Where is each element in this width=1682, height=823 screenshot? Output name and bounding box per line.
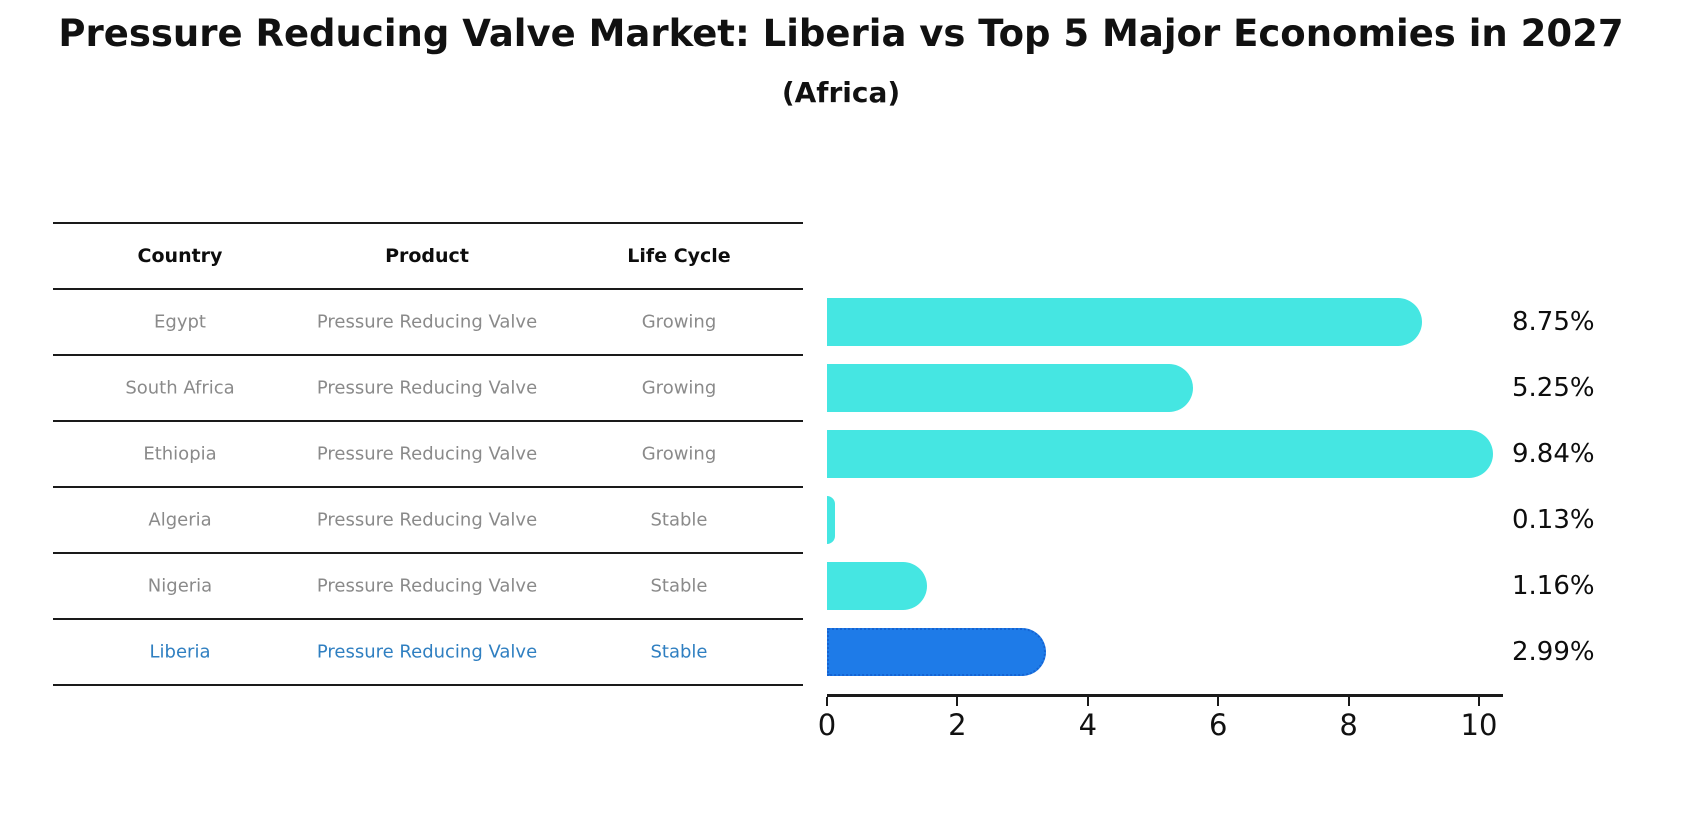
x-axis-tick-label: 6 — [1208, 708, 1228, 742]
bar-nigeria — [827, 562, 927, 610]
cell-product-algeria: Pressure Reducing Valve — [316, 509, 538, 531]
bar-ethiopia — [827, 430, 1493, 478]
x-axis-tick — [826, 697, 828, 706]
cell-product-south-africa: Pressure Reducing Valve — [316, 377, 538, 399]
cell-country-liberia: Liberia — [149, 641, 211, 663]
x-axis-tick — [956, 697, 959, 706]
cell-country-algeria: Algeria — [148, 509, 212, 531]
cell-life_cycle-ethiopia: Growing — [641, 443, 717, 465]
cell-life_cycle-algeria: Stable — [650, 509, 708, 531]
table-rule — [53, 618, 803, 620]
x-axis-tick — [1347, 697, 1350, 706]
cell-country-south-africa: South Africa — [125, 377, 235, 399]
chart-title: Pressure Reducing Valve Market: Liberia … — [58, 12, 1624, 55]
cell-product-nigeria: Pressure Reducing Valve — [316, 575, 538, 597]
x-axis-tick — [1217, 697, 1220, 706]
cell-country-nigeria: Nigeria — [147, 575, 213, 597]
bar-algeria — [827, 496, 836, 544]
value-label-south-africa: 5.25% — [1512, 373, 1595, 403]
x-axis-tick-label: 10 — [1460, 708, 1498, 742]
bar-south-africa — [827, 364, 1194, 412]
cell-life_cycle-nigeria: Stable — [650, 575, 708, 597]
col-header-country: Country — [137, 244, 223, 267]
table-rule — [53, 552, 803, 554]
table-rule — [53, 288, 803, 290]
table-rule — [53, 221, 803, 224]
table-rule — [53, 420, 803, 422]
x-axis — [827, 694, 1503, 697]
value-label-nigeria: 1.16% — [1512, 571, 1595, 601]
x-axis-tick-label: 2 — [948, 708, 967, 742]
table-rule — [53, 486, 803, 488]
cell-country-ethiopia: Ethiopia — [143, 443, 217, 465]
cell-product-liberia: Pressure Reducing Valve — [316, 641, 538, 663]
value-label-liberia: 2.99% — [1512, 637, 1595, 667]
bar-liberia — [827, 628, 1046, 676]
table-rule — [53, 354, 803, 356]
x-axis-tick-label: 8 — [1339, 708, 1358, 742]
x-axis-tick-label: 4 — [1078, 708, 1098, 742]
col-header-product: Product — [385, 244, 469, 267]
x-axis-tick-label: 0 — [817, 708, 837, 742]
table-rule — [53, 684, 803, 686]
col-header-life-cycle: Life Cycle — [627, 244, 731, 267]
cell-country-egypt: Egypt — [154, 311, 206, 333]
cell-life_cycle-south-africa: Growing — [641, 377, 717, 399]
cell-life_cycle-liberia: Stable — [650, 641, 708, 663]
cell-product-egypt: Pressure Reducing Valve — [316, 311, 538, 333]
x-axis-tick — [1086, 697, 1089, 706]
bar-egypt — [827, 298, 1422, 346]
x-axis-tick — [1478, 697, 1480, 706]
cell-life_cycle-egypt: Growing — [641, 311, 717, 333]
cell-product-ethiopia: Pressure Reducing Valve — [316, 443, 538, 465]
value-label-algeria: 0.13% — [1512, 505, 1595, 535]
value-label-ethiopia: 9.84% — [1512, 439, 1595, 469]
chart-subtitle: (Africa) — [781, 76, 901, 109]
value-label-egypt: 8.75% — [1512, 307, 1595, 337]
